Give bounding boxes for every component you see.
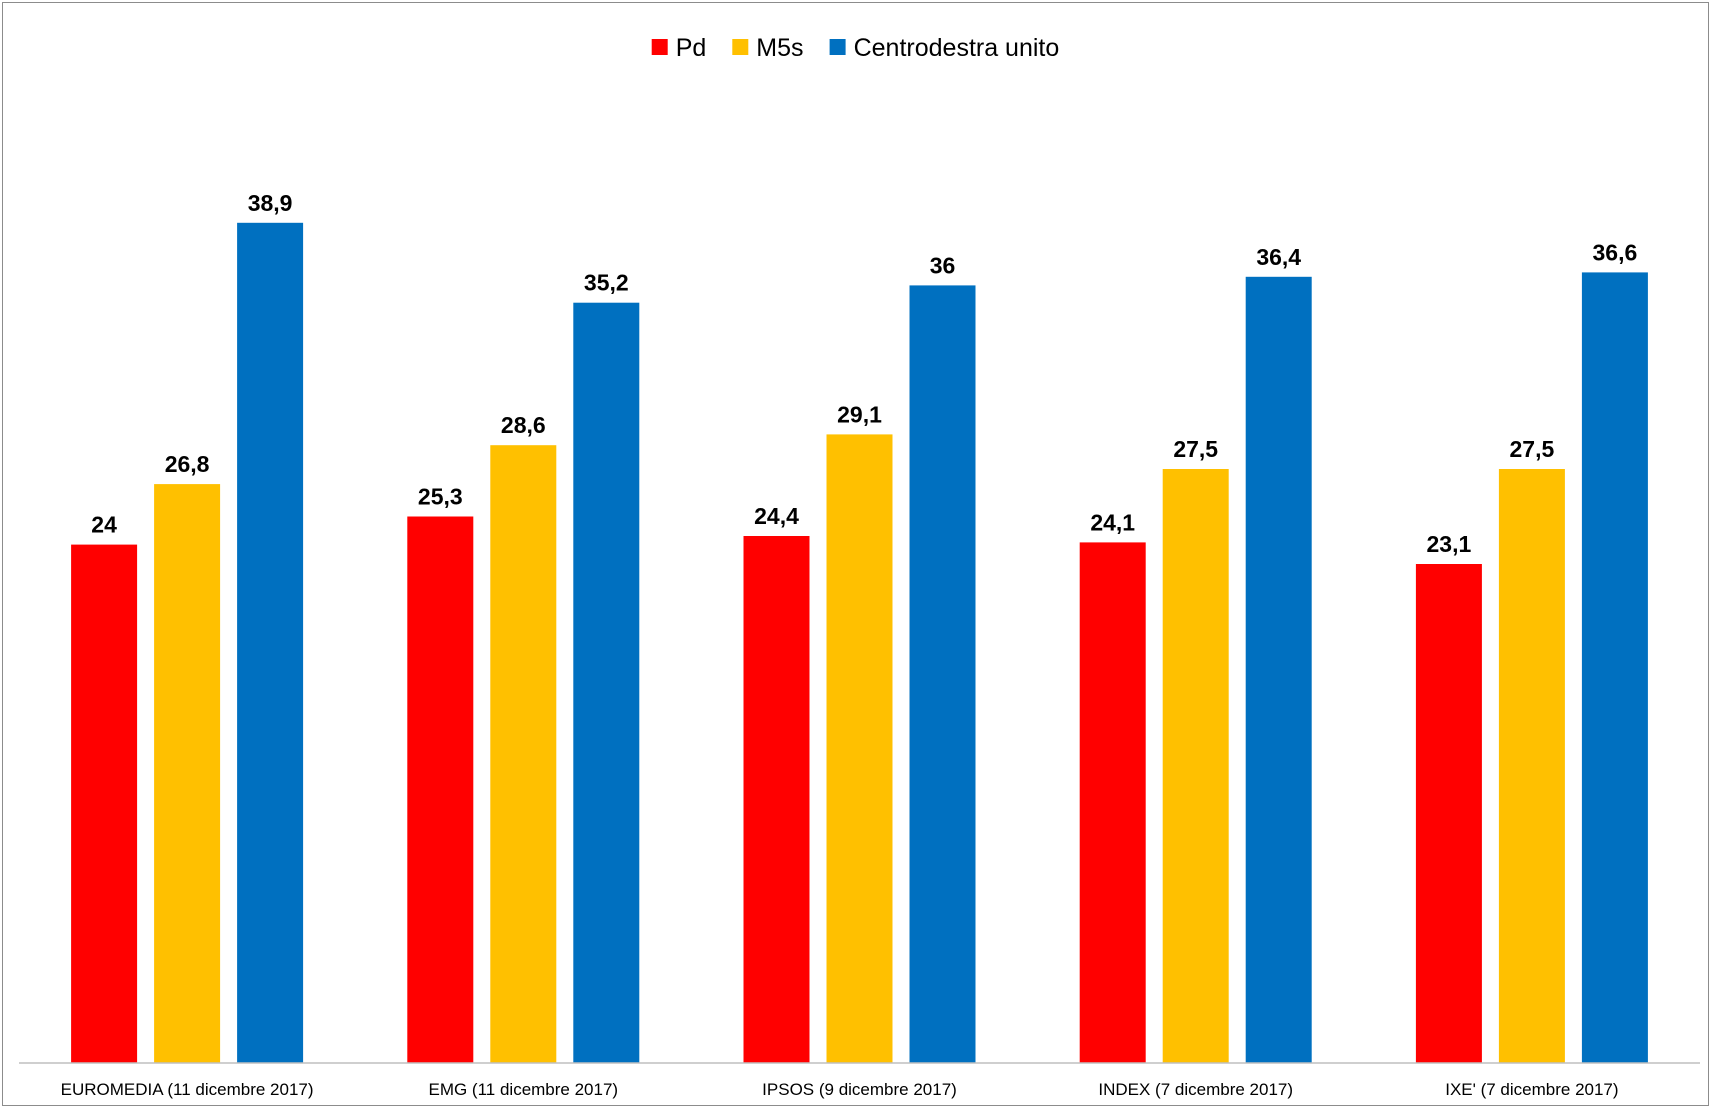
bar-m5s-1 xyxy=(154,484,221,1064)
data-label: 25,3 xyxy=(418,484,463,510)
bar-centrodestra-unito-2 xyxy=(573,302,640,1063)
bar-m5s-3 xyxy=(826,434,893,1063)
legend-label: Pd xyxy=(676,34,707,62)
bar-m5s-5 xyxy=(1498,469,1565,1063)
legend-swatch xyxy=(829,39,846,55)
data-label: 26,8 xyxy=(165,451,210,477)
bar-m5s-2 xyxy=(490,445,557,1063)
data-label: 23,1 xyxy=(1427,531,1472,557)
bar-pd-2 xyxy=(407,516,474,1063)
legend-label: M5s xyxy=(756,34,803,62)
bar-centrodestra-unito-3 xyxy=(909,285,976,1063)
data-label: 35,2 xyxy=(584,270,629,296)
x-tick-label: IPSOS (9 dicembre 2017) xyxy=(762,1080,957,1099)
bar-m5s-4 xyxy=(1162,469,1229,1063)
data-label: 38,9 xyxy=(248,190,293,216)
x-tick-label: EUROMEDIA (11 dicembre 2017) xyxy=(61,1080,314,1099)
legend-label: Centrodestra unito xyxy=(854,34,1060,62)
bar-pd-1 xyxy=(71,544,138,1063)
data-label: 27,5 xyxy=(1510,436,1555,462)
data-label: 24 xyxy=(91,512,117,538)
bar-centrodestra-unito-1 xyxy=(237,222,304,1064)
x-tick-label: IXE' (7 dicembre 2017) xyxy=(1445,1080,1618,1099)
bars xyxy=(71,222,1648,1064)
legend-swatch xyxy=(651,39,668,55)
legend-swatch xyxy=(732,39,749,55)
legend: Pd M5s Centrodestra unito xyxy=(651,34,1060,62)
data-label: 29,1 xyxy=(837,401,882,427)
bar-pd-5 xyxy=(1415,564,1482,1063)
bar-chart: Pd M5s Centrodestra unito 24 26,8 38,9 25,3 28… xyxy=(19,34,1700,1099)
bar-centrodestra-unito-4 xyxy=(1245,276,1312,1063)
data-label: 36 xyxy=(930,252,956,278)
bar-pd-4 xyxy=(1079,542,1146,1063)
value-labels: 24 26,8 38,9 25,3 28,6 35,2 24,4 29,1 36 24,1 27,5… xyxy=(91,190,1637,557)
data-label: 28,6 xyxy=(501,412,546,438)
data-label: 27,5 xyxy=(1173,436,1218,462)
data-label: 24,1 xyxy=(1090,509,1135,535)
x-tick-label: INDEX (7 dicembre 2017) xyxy=(1098,1080,1293,1099)
data-label: 36,4 xyxy=(1256,244,1301,270)
data-label: 24,4 xyxy=(754,503,799,529)
category-labels: EUROMEDIA (11 dicembre 2017) EMG (11 dice… xyxy=(61,1080,1619,1099)
x-tick-label: EMG (11 dicembre 2017) xyxy=(428,1080,618,1099)
bar-pd-3 xyxy=(743,536,810,1063)
data-label: 36,6 xyxy=(1593,239,1638,265)
bar-centrodestra-unito-5 xyxy=(1581,272,1648,1063)
